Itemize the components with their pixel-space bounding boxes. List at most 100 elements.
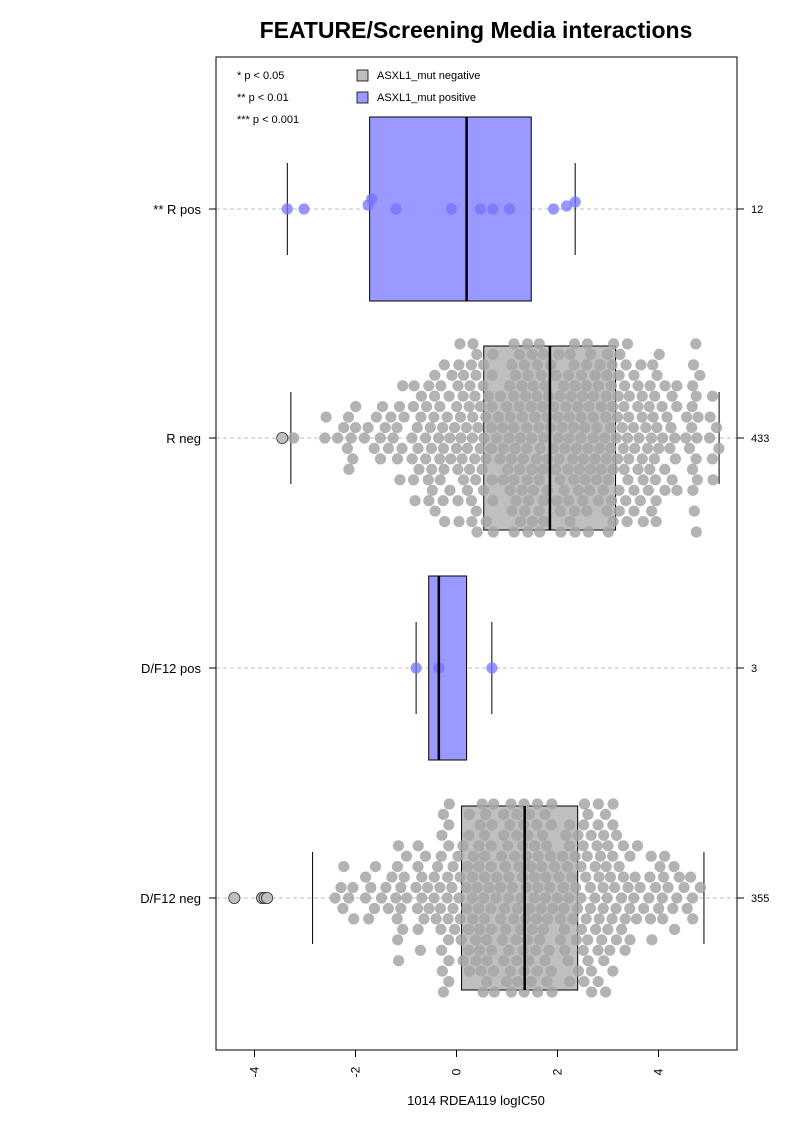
data-point: [588, 390, 600, 402]
data-point: [583, 401, 595, 413]
data-point: [385, 411, 397, 423]
data-point: [566, 453, 579, 465]
x-tick-label: -2: [349, 1066, 363, 1077]
data-point: [538, 516, 550, 528]
data-point: [643, 892, 655, 904]
data-point: [568, 338, 581, 350]
data-point: [345, 432, 357, 444]
data-point: [391, 913, 403, 925]
data-point: [494, 881, 506, 894]
outlier-point: [261, 892, 274, 905]
data-point: [584, 881, 596, 894]
data-point: [601, 505, 613, 517]
data-point: [673, 871, 685, 883]
data-point: [570, 442, 583, 454]
data-point: [659, 850, 671, 862]
data-point: [530, 913, 543, 925]
data-point: [463, 401, 475, 413]
data-point: [643, 401, 655, 413]
data-point: [387, 432, 399, 444]
data-point: [437, 442, 449, 454]
data-point: [594, 850, 607, 862]
data-point: [460, 422, 472, 434]
group-count: 355: [751, 893, 769, 905]
data-point: [554, 474, 566, 486]
data-point: [338, 861, 350, 873]
data-point: [454, 338, 466, 350]
data-point: [575, 923, 588, 936]
data-point: [454, 913, 466, 925]
data-point: [563, 411, 575, 423]
data-point: [510, 934, 522, 946]
data-point: [441, 411, 453, 423]
data-point: [554, 505, 566, 517]
data-point: [423, 380, 435, 392]
data-point: [503, 871, 515, 883]
group-label: ** R pos: [153, 202, 201, 217]
data-point: [624, 850, 636, 862]
data-point: [628, 892, 640, 904]
data-point: [461, 484, 474, 496]
data-point: [521, 338, 534, 350]
data-point: [585, 348, 597, 360]
data-point: [466, 871, 478, 883]
data-point: [410, 881, 422, 894]
data-point: [478, 892, 490, 904]
data-point: [492, 411, 505, 423]
data-point: [491, 871, 503, 883]
data-point: [532, 986, 544, 998]
data-point: [584, 902, 597, 915]
data-point: [520, 390, 532, 402]
data-point: [531, 390, 543, 402]
data-point: [397, 380, 409, 392]
data-point: [498, 955, 510, 967]
data-point: [659, 380, 671, 392]
data-point: [513, 401, 525, 413]
data-point: [553, 348, 565, 360]
data-point: [471, 348, 483, 360]
data-point: [498, 902, 511, 915]
data-point: [434, 453, 446, 465]
data-point: [582, 526, 595, 538]
data-point: [690, 526, 702, 538]
data-point: [560, 829, 572, 841]
data-point: [503, 203, 516, 215]
data-point: [437, 422, 449, 434]
data-point: [678, 881, 690, 894]
data-point: [610, 902, 622, 915]
data-point: [539, 808, 551, 821]
data-point: [531, 819, 543, 831]
data-point: [528, 892, 540, 904]
data-point: [681, 411, 693, 423]
data-point: [442, 913, 454, 925]
data-point: [597, 902, 609, 915]
data-point: [540, 840, 553, 852]
data-point: [617, 442, 629, 454]
group-count: 3: [751, 663, 757, 675]
data-point: [575, 432, 587, 444]
data-point: [564, 516, 576, 528]
data-point: [398, 871, 410, 883]
data-point: [510, 495, 522, 507]
group-count: 433: [751, 433, 769, 445]
data-point: [525, 401, 537, 413]
data-point: [613, 484, 625, 496]
data-point: [376, 401, 389, 413]
data-point: [592, 976, 604, 988]
data-point: [348, 913, 360, 925]
data-point: [544, 881, 556, 894]
data-point: [636, 411, 648, 423]
data-point: [485, 422, 497, 434]
data-point: [514, 463, 526, 475]
data-point: [319, 432, 331, 444]
data-point: [686, 422, 698, 434]
data-point: [509, 442, 521, 454]
data-point: [592, 819, 604, 831]
data-point: [518, 359, 531, 371]
data-point: [570, 934, 582, 946]
data-point: [624, 934, 636, 946]
data-point: [486, 944, 498, 956]
data-point: [600, 986, 612, 998]
data-point: [632, 401, 644, 413]
data-point: [577, 944, 589, 956]
